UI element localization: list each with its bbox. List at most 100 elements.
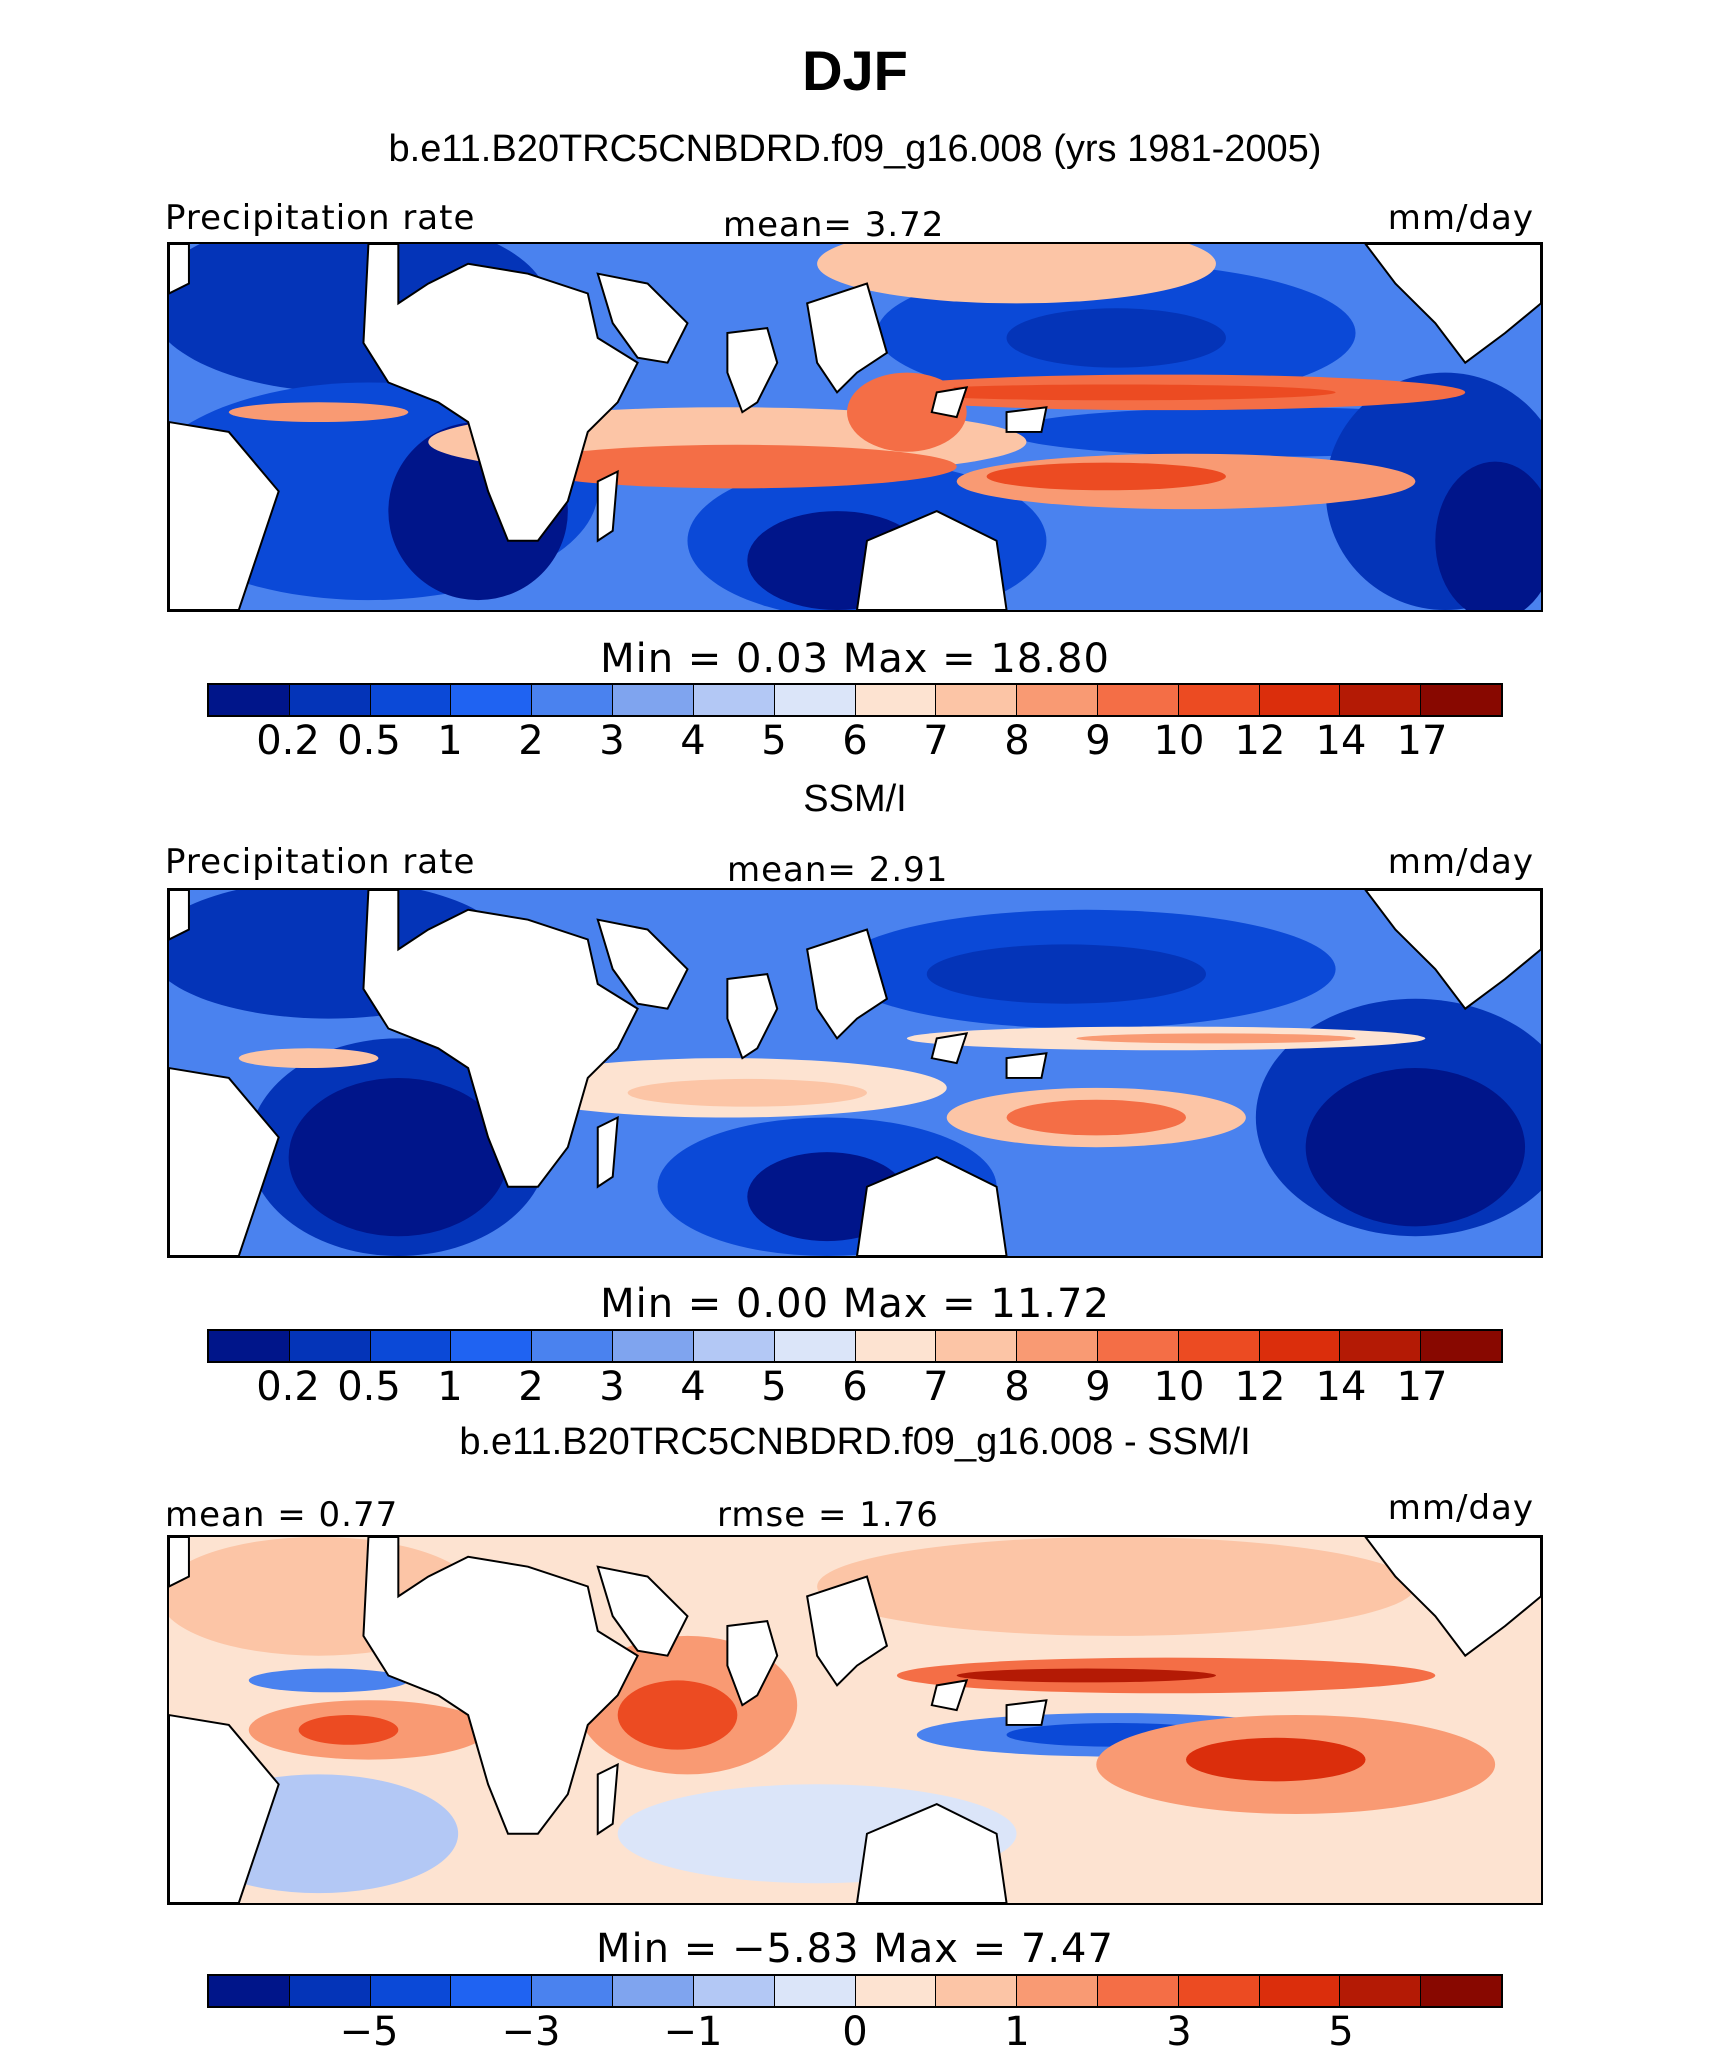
figure-title: DJF bbox=[802, 39, 908, 102]
landmass bbox=[1364, 1537, 1541, 1658]
landmass bbox=[726, 1619, 779, 1707]
field-region bbox=[617, 1680, 738, 1750]
panel-2-minmax: Min = 0.00 Max = 11.72 bbox=[600, 1281, 1110, 1327]
landmass bbox=[596, 918, 689, 1010]
landmass bbox=[169, 1067, 280, 1256]
colorbar-swatch bbox=[1421, 685, 1501, 715]
colorbar-tick-label: 0.2 bbox=[256, 718, 320, 764]
panel-3-rmse-label: rmse = 1.76 bbox=[717, 1495, 939, 1535]
colorbar-tick-label: 9 bbox=[1085, 1364, 1111, 1410]
colorbar-swatch bbox=[451, 1331, 533, 1361]
landmass bbox=[1005, 406, 1048, 433]
colorbar-swatch bbox=[209, 1331, 290, 1361]
colorbar-swatch bbox=[1421, 1976, 1501, 2006]
continent-outlines bbox=[169, 1537, 1541, 1903]
landmass bbox=[362, 890, 639, 1188]
colorbar-tick-label: 17 bbox=[1396, 1364, 1448, 1410]
colorbar-swatch bbox=[289, 1976, 371, 2006]
colorbar-swatch bbox=[693, 1976, 775, 2006]
colorbar-tick-label: 5 bbox=[761, 718, 787, 764]
landmass bbox=[169, 1537, 190, 1588]
continent-outlines bbox=[169, 890, 1541, 1256]
colorbar-swatch bbox=[1017, 1976, 1098, 2006]
colorbar-tick-label: 8 bbox=[1004, 718, 1030, 764]
colorbar-tick-label: −5 bbox=[339, 2009, 399, 2055]
landmass bbox=[169, 1714, 280, 1903]
colorbar-tick-label: 5 bbox=[761, 1364, 787, 1410]
landmass bbox=[930, 1032, 969, 1065]
field-region bbox=[986, 462, 1226, 491]
field-region bbox=[1006, 308, 1226, 368]
colorbar-swatch bbox=[1259, 1976, 1341, 2006]
colorbar-tick-label: 8 bbox=[1004, 1364, 1030, 1410]
colorbar-tick-label: 2 bbox=[518, 718, 544, 764]
colorbar-swatch bbox=[532, 1976, 614, 2006]
colorbar-tick-label: 17 bbox=[1396, 718, 1448, 764]
panel-3-minmax: Min = −5.83 Max = 7.47 bbox=[596, 1926, 1114, 1972]
colorbar-swatch bbox=[1259, 1331, 1341, 1361]
landmass bbox=[169, 890, 190, 941]
colorbar-swatch bbox=[936, 1331, 1018, 1361]
landmass bbox=[806, 1575, 889, 1687]
colorbar-swatch bbox=[370, 685, 452, 715]
colorbar-tick-label: 7 bbox=[923, 718, 949, 764]
colorbar-tick-label: 7 bbox=[923, 1364, 949, 1410]
colorbar-swatch bbox=[1259, 685, 1341, 715]
field-region bbox=[896, 384, 1336, 401]
panel-1-mean-label: mean= 3.72 bbox=[723, 205, 945, 245]
continent-outlines bbox=[169, 244, 1541, 610]
panel-1-minmax: Min = 0.03 Max = 18.80 bbox=[600, 636, 1110, 682]
field-region bbox=[228, 402, 409, 423]
colorbar-swatch bbox=[693, 1331, 775, 1361]
field-region bbox=[817, 244, 1216, 304]
colorbar-tick-label: 1 bbox=[1004, 2009, 1030, 2055]
panel-3-heading: b.e11.B20TRC5CNBDRD.f09_g16.008 - SSM/I bbox=[459, 1421, 1251, 1463]
colorbar-tick-label: 6 bbox=[842, 1364, 868, 1410]
colorbar-tick-label: 14 bbox=[1315, 718, 1367, 764]
panel-3-mean-label: mean = 0.77 bbox=[165, 1495, 399, 1535]
field-region bbox=[817, 1537, 1416, 1636]
field-region bbox=[1435, 461, 1541, 610]
colorbar-tick-label: 3 bbox=[1166, 2009, 1192, 2055]
panel-2-colorbar bbox=[207, 1329, 1503, 1363]
landmass bbox=[362, 244, 639, 542]
colorbar-tick-label: 6 bbox=[842, 718, 868, 764]
colorbar-swatch bbox=[774, 1976, 856, 2006]
colorbar-tick-label: 1 bbox=[437, 1364, 463, 1410]
colorbar-tick-label: 10 bbox=[1153, 1364, 1205, 1410]
panel-2-map bbox=[167, 888, 1543, 1258]
field-region bbox=[1186, 1737, 1366, 1782]
colorbar-swatch bbox=[1178, 1976, 1260, 2006]
landmass bbox=[930, 386, 969, 419]
colorbar-swatch bbox=[370, 1331, 452, 1361]
colorbar-swatch bbox=[855, 1331, 937, 1361]
colorbar-swatch bbox=[693, 685, 775, 715]
colorbar-swatch bbox=[936, 685, 1018, 715]
field-region bbox=[1006, 1099, 1187, 1136]
landmass bbox=[596, 469, 619, 543]
colorbar-tick-label: 2 bbox=[518, 1364, 544, 1410]
colorbar-tick-label: −1 bbox=[663, 2009, 723, 2055]
field-region bbox=[1305, 1068, 1526, 1227]
colorbar-swatch bbox=[451, 685, 533, 715]
landmass bbox=[596, 1115, 619, 1189]
field-region bbox=[248, 1668, 409, 1693]
colorbar-swatch bbox=[1340, 685, 1422, 715]
colorbar-tick-label: 10 bbox=[1153, 718, 1205, 764]
field-region bbox=[627, 1078, 867, 1107]
field-region bbox=[517, 444, 957, 489]
colorbar-swatch bbox=[451, 1976, 533, 2006]
panel-2-left-label: Precipitation rate bbox=[165, 842, 476, 882]
colorbar-swatch bbox=[613, 1976, 694, 2006]
colorbar-tick-label: 3 bbox=[599, 718, 625, 764]
panel-1-units-label: mm/day bbox=[1387, 198, 1534, 238]
landmass bbox=[1005, 1699, 1048, 1726]
landmass bbox=[1364, 244, 1541, 365]
colorbar-tick-label: 4 bbox=[680, 718, 706, 764]
panel-2-units-label: mm/day bbox=[1387, 842, 1534, 882]
colorbar-tick-label: 0.5 bbox=[337, 1364, 401, 1410]
colorbar-swatch bbox=[1097, 1331, 1179, 1361]
colorbar-tick-label: 0 bbox=[842, 2009, 868, 2055]
field-region bbox=[298, 1715, 399, 1745]
colorbar-tick-label: 9 bbox=[1085, 718, 1111, 764]
